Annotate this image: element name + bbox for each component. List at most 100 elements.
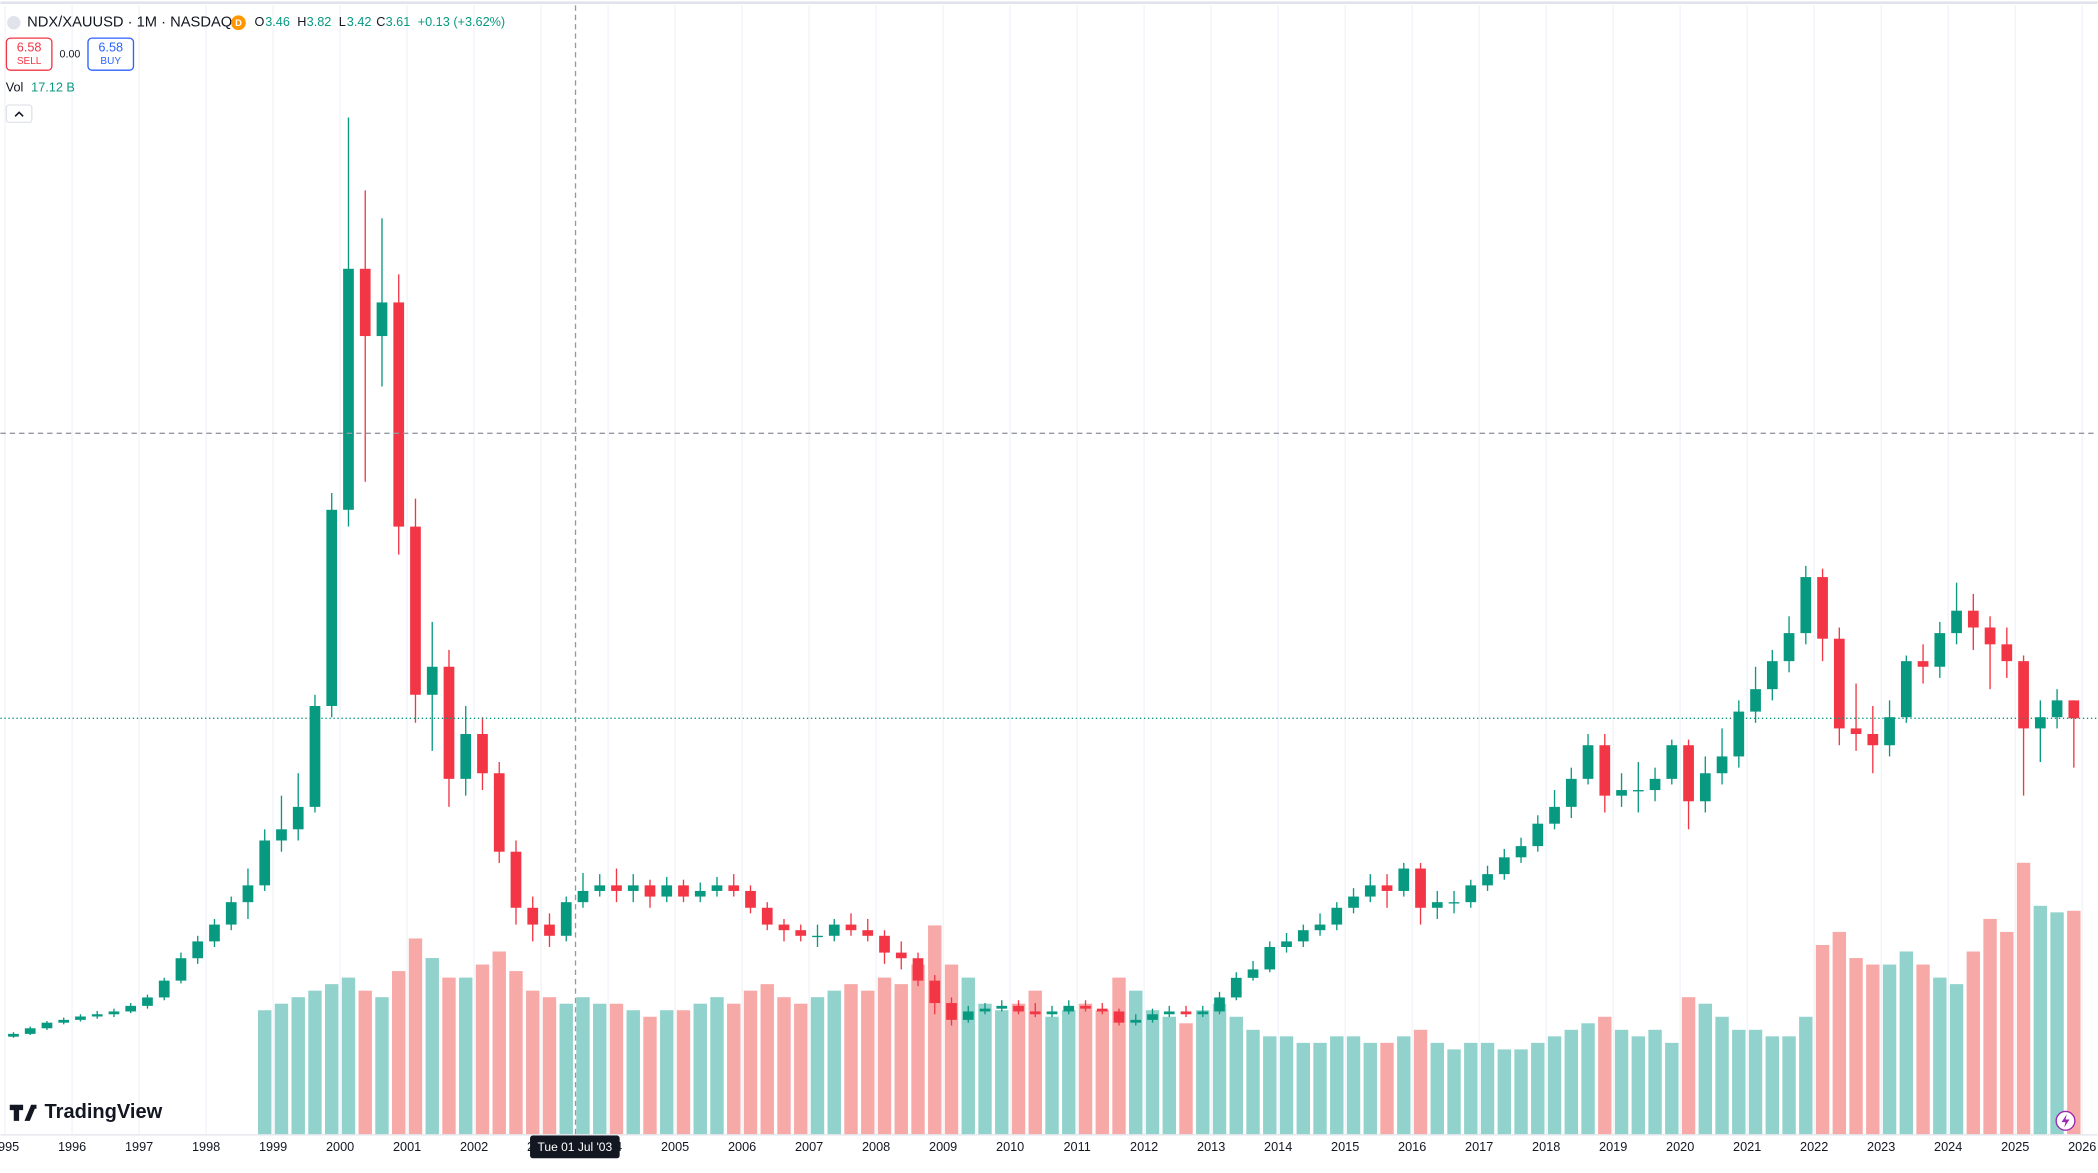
- candle-body: [979, 1008, 991, 1012]
- crosshair-label: Tue 01 Jul '03: [538, 1140, 613, 1154]
- collapse-icon[interactable]: [14, 111, 24, 117]
- candle-body: [661, 885, 673, 897]
- volume-bar: [509, 971, 523, 1135]
- x-tick-label: 2016: [1398, 1140, 1426, 1154]
- candle-body: [276, 829, 287, 841]
- volume-bar: [1480, 1042, 1495, 1135]
- candle-body: [2001, 644, 2013, 662]
- volume-bar: [1263, 1036, 1277, 1135]
- candle-body: [1331, 907, 1343, 925]
- symbol-icon: [7, 16, 21, 30]
- candle-body: [209, 924, 220, 942]
- candle-body: [1482, 874, 1493, 886]
- candle-body: [1197, 1011, 1209, 1015]
- volume-bar: [1430, 1042, 1444, 1135]
- candle-body: [1833, 638, 1845, 729]
- x-tick-label: 2006: [728, 1140, 756, 1154]
- x-tick-label: 2002: [460, 1140, 488, 1154]
- volume-bar: [1363, 1042, 1377, 1135]
- candle-body: [125, 1005, 137, 1012]
- x-tick-label: 2014: [1264, 1140, 1292, 1154]
- volume-bar: [1933, 977, 1947, 1135]
- buy-price[interactable]: 6.58: [98, 41, 123, 55]
- volume-bar: [475, 964, 490, 1135]
- candle-body: [410, 526, 421, 695]
- buy-button[interactable]: 6.58 BUY: [87, 37, 135, 71]
- x-tick-label: 2026: [2068, 1140, 2096, 1154]
- candle-body: [1013, 1005, 1024, 1012]
- sell-button[interactable]: 6.58 SELL: [5, 37, 53, 71]
- sell-price[interactable]: 6.58: [17, 41, 42, 55]
- volume-bar: [1815, 944, 1830, 1135]
- x-tick-label: 2009: [929, 1140, 957, 1154]
- volume-bar: [459, 977, 473, 1135]
- candle-body: [1884, 717, 1895, 746]
- volume-bar: [1330, 1036, 1344, 1135]
- candle-body: [1498, 857, 1510, 875]
- candle-body: [560, 902, 572, 936]
- collapse-button[interactable]: [5, 104, 33, 124]
- volume-bar: [777, 997, 791, 1135]
- volume-bar: [844, 984, 858, 1135]
- lightning-icon[interactable]: [2061, 1114, 2070, 1128]
- candle-body: [58, 1019, 70, 1023]
- volume-bar: [1531, 1042, 1545, 1135]
- candle-body: [1549, 806, 1560, 824]
- candle-body: [192, 941, 204, 959]
- sell-box[interactable]: [5, 37, 53, 71]
- candle-body: [1465, 885, 1477, 903]
- volume-bar: [676, 1010, 691, 1135]
- volume-bar: [2067, 910, 2081, 1135]
- volume-bar: [1196, 1010, 1210, 1135]
- buy-box[interactable]: [87, 37, 135, 71]
- candle-body: [1951, 610, 1962, 634]
- candle-body: [1230, 977, 1242, 998]
- volume-bar: [995, 1010, 1009, 1135]
- x-tick-label: 1995: [0, 1140, 19, 1154]
- candle-body: [393, 302, 405, 527]
- volume-bar: [1296, 1042, 1310, 1135]
- x-tick-label: 2024: [1934, 1140, 1962, 1154]
- candle-body: [1147, 1014, 1158, 1020]
- candle-body: [1850, 728, 1862, 735]
- candle-body: [1113, 1011, 1125, 1023]
- candle-body: [1666, 745, 1678, 779]
- buy-label[interactable]: BUY: [100, 56, 121, 67]
- candle-body: [1448, 902, 1460, 904]
- candle-body: [41, 1022, 53, 1029]
- sell-label[interactable]: SELL: [17, 56, 42, 67]
- candle-body: [2051, 700, 2063, 718]
- candle-body: [795, 930, 807, 936]
- candle-body: [477, 734, 488, 774]
- candle-body: [1381, 885, 1393, 891]
- x-tick-label: 1996: [58, 1140, 86, 1154]
- volume-bar: [861, 990, 875, 1135]
- candle-body: [1699, 773, 1711, 802]
- symbol[interactable]: NDX/XAUUSD · 1M · NASDAQ: [27, 15, 232, 31]
- volume-bar: [727, 1003, 741, 1135]
- candle-body: [259, 840, 271, 886]
- volume-bar: [442, 977, 456, 1135]
- candle-body: [1900, 661, 1912, 718]
- volume-bar: [1179, 1023, 1193, 1135]
- candle-body: [1984, 627, 1996, 645]
- candle-body: [24, 1028, 36, 1034]
- candle-body: [1934, 633, 1946, 667]
- volume-bar: [2016, 862, 2031, 1135]
- volume-bar: [375, 997, 389, 1135]
- candle-body: [1565, 778, 1577, 807]
- candle-body: [1683, 745, 1694, 802]
- volume-bar: [1514, 1049, 1528, 1135]
- x-tick-label: 2005: [661, 1140, 689, 1154]
- volume-bar: [325, 984, 339, 1135]
- volume-bar: [743, 990, 758, 1135]
- candle-body: [1599, 745, 1611, 796]
- volume-bar: [1614, 1029, 1629, 1135]
- volume-bar: [593, 1003, 607, 1135]
- volume-bar: [542, 997, 557, 1135]
- candle-body: [292, 806, 304, 830]
- candle-body: [678, 885, 689, 897]
